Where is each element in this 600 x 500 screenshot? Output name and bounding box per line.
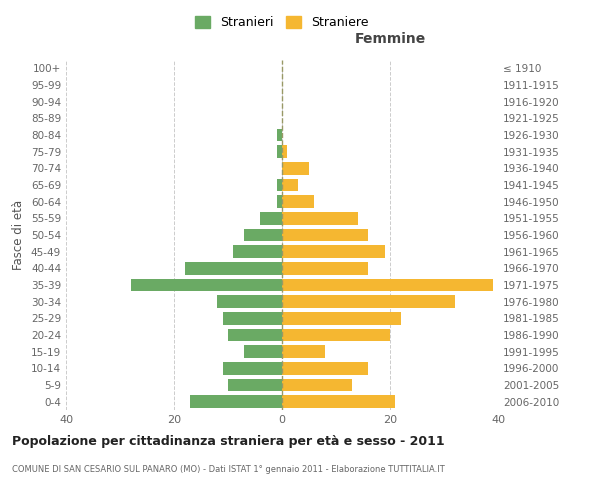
Y-axis label: Fasce di età: Fasce di età bbox=[13, 200, 25, 270]
Bar bbox=[277, 146, 282, 158]
Bar bbox=[282, 296, 455, 308]
Bar bbox=[223, 362, 282, 374]
Bar bbox=[282, 346, 325, 358]
Bar bbox=[244, 229, 282, 241]
Bar bbox=[282, 379, 352, 391]
Bar bbox=[244, 346, 282, 358]
Bar bbox=[190, 396, 282, 408]
Bar bbox=[282, 179, 298, 192]
Bar bbox=[233, 246, 282, 258]
Bar bbox=[228, 379, 282, 391]
Y-axis label: Anni di nascita: Anni di nascita bbox=[599, 192, 600, 278]
Text: COMUNE DI SAN CESARIO SUL PANARO (MO) - Dati ISTAT 1° gennaio 2011 - Elaborazion: COMUNE DI SAN CESARIO SUL PANARO (MO) - … bbox=[12, 465, 445, 474]
Bar bbox=[131, 279, 282, 291]
Bar bbox=[282, 279, 493, 291]
Bar bbox=[260, 212, 282, 224]
Bar bbox=[277, 196, 282, 208]
Bar bbox=[282, 146, 287, 158]
Bar bbox=[282, 246, 385, 258]
Legend: Stranieri, Straniere: Stranieri, Straniere bbox=[190, 11, 374, 34]
Bar bbox=[217, 296, 282, 308]
Bar bbox=[185, 262, 282, 274]
Bar bbox=[282, 362, 368, 374]
Bar bbox=[282, 396, 395, 408]
Bar bbox=[282, 196, 314, 208]
Bar bbox=[282, 229, 368, 241]
Bar bbox=[228, 329, 282, 341]
Bar bbox=[282, 262, 368, 274]
Bar bbox=[223, 312, 282, 324]
Bar bbox=[277, 129, 282, 141]
Bar bbox=[282, 312, 401, 324]
Text: Femmine: Femmine bbox=[355, 32, 425, 46]
Bar bbox=[282, 212, 358, 224]
Bar bbox=[282, 162, 309, 174]
Bar bbox=[277, 179, 282, 192]
Text: Popolazione per cittadinanza straniera per età e sesso - 2011: Popolazione per cittadinanza straniera p… bbox=[12, 435, 445, 448]
Bar bbox=[282, 329, 390, 341]
